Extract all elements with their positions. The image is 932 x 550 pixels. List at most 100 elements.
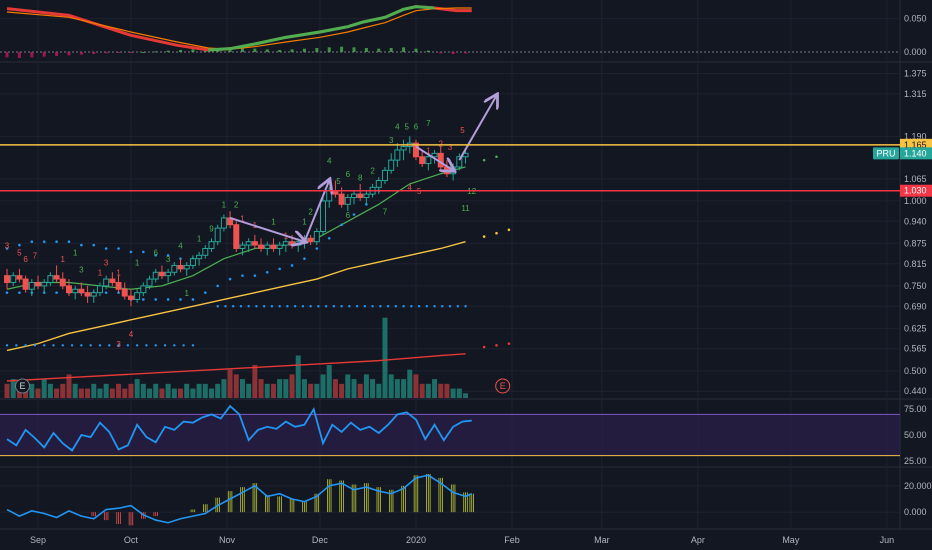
candle-body [388, 159, 395, 171]
support-dot [145, 344, 148, 347]
volume-bar [270, 383, 276, 398]
volume-bar [190, 388, 196, 398]
earnings-marker-label: E [20, 381, 26, 391]
candle-body [381, 169, 388, 182]
ma-projection-dot [495, 231, 498, 235]
sequential-count-label: 3 [116, 340, 121, 349]
sequential-count-label: 6 [23, 255, 28, 264]
volume-bar [171, 388, 177, 398]
support-dot [89, 344, 92, 347]
earnings-marker[interactable] [15, 378, 31, 394]
volume-bar [227, 369, 233, 398]
support-dot [340, 223, 343, 227]
candle-body [258, 244, 265, 249]
time-axis-label: Feb [504, 535, 520, 545]
support-dot [15, 344, 18, 347]
ticker-label: PRU [876, 148, 895, 158]
support-dot [379, 305, 382, 308]
support-dot [191, 298, 195, 301]
ma-projection-dot [507, 228, 511, 232]
volume-bar [258, 379, 264, 398]
sequential-count-label: 1 [222, 201, 227, 210]
trend-arrow[interactable] [415, 145, 453, 171]
candle-body [90, 292, 97, 297]
candle-body [4, 275, 11, 283]
candle-body [394, 149, 401, 161]
volume-bar [202, 383, 208, 398]
sequential-count-label: 7 [383, 208, 388, 217]
macd-histogram-bar [253, 48, 257, 52]
volume-bar [103, 383, 109, 398]
support-dot [70, 344, 74, 347]
volume-bar [147, 388, 153, 398]
candle-body [295, 241, 302, 246]
support-dot [324, 305, 328, 308]
candle-body [35, 281, 41, 287]
trend-arrow[interactable] [458, 96, 496, 161]
support-dot [433, 305, 436, 308]
macd-histogram-bar [117, 52, 121, 53]
volume-bar [463, 393, 469, 398]
earnings-marker[interactable] [495, 378, 511, 394]
macd-histogram-bar [129, 52, 133, 53]
support-dot [262, 305, 266, 308]
volume-bar [159, 388, 165, 398]
support-dot [61, 344, 64, 347]
candle-body [431, 152, 438, 158]
candle-body [419, 156, 426, 165]
candle-body [10, 275, 17, 283]
volume-bar [320, 374, 326, 398]
moving-average-yellow [6, 241, 466, 352]
ma-projection-dot [482, 158, 486, 162]
support-dot [348, 305, 351, 308]
sequential-count-label: 1 [73, 248, 78, 257]
support-dot [293, 305, 297, 308]
support-dot [301, 305, 305, 308]
time-axis[interactable]: Sep Oct Nov Dec 2020 Feb Mar Apr May Jun [30, 535, 894, 545]
sequential-count-label: 3 [104, 258, 109, 267]
candle-body [233, 224, 240, 249]
macd-axis-label: 0.000 [904, 47, 927, 57]
volume-bar [184, 383, 190, 398]
macd-histogram-bar [315, 48, 319, 52]
support-dot [108, 344, 111, 347]
volume-bar [376, 383, 382, 398]
support-dot [154, 344, 157, 347]
candle-body [177, 264, 184, 270]
volume-bar [388, 374, 394, 398]
candle-body [320, 200, 327, 232]
volume-bar [252, 364, 258, 398]
candle-body [152, 271, 159, 280]
candle-body [16, 275, 23, 280]
volume-bar [401, 379, 407, 398]
volume-bar [444, 383, 450, 398]
candle-body [220, 217, 227, 229]
level-price-tag: 1.030 [900, 184, 932, 197]
macd-histogram-bar [141, 52, 145, 53]
price-axis[interactable]: 0.050 0.000 1.375 1.315 1.190 1.065 1.000 0.940… [873, 14, 932, 518]
candle-body [208, 241, 215, 249]
resistance-dot [80, 243, 83, 247]
trend-arrow[interactable] [229, 216, 304, 242]
time-axis-label: 2020 [406, 535, 426, 545]
support-dot [173, 344, 176, 347]
sequential-count-label: 6 [346, 211, 351, 220]
ma-projection-dot [482, 345, 486, 349]
macd-histogram-bar [179, 50, 183, 52]
candle-body [351, 193, 357, 199]
sequential-count-label: 4 [408, 184, 413, 193]
resistance-dot [18, 243, 21, 247]
macd-histogram-bar [451, 52, 455, 54]
support-dot [265, 270, 269, 274]
support-dot [327, 236, 331, 240]
volume-bar [246, 383, 252, 398]
resistance-dot [142, 250, 145, 254]
sequential-count-label: 5 [336, 177, 341, 186]
macd-histogram-bar [414, 48, 418, 52]
time-axis-label: Jun [880, 535, 895, 545]
volume-bar [16, 388, 22, 398]
support-dot [163, 344, 167, 347]
resistance-dot [67, 240, 71, 243]
candle-body [251, 241, 258, 246]
